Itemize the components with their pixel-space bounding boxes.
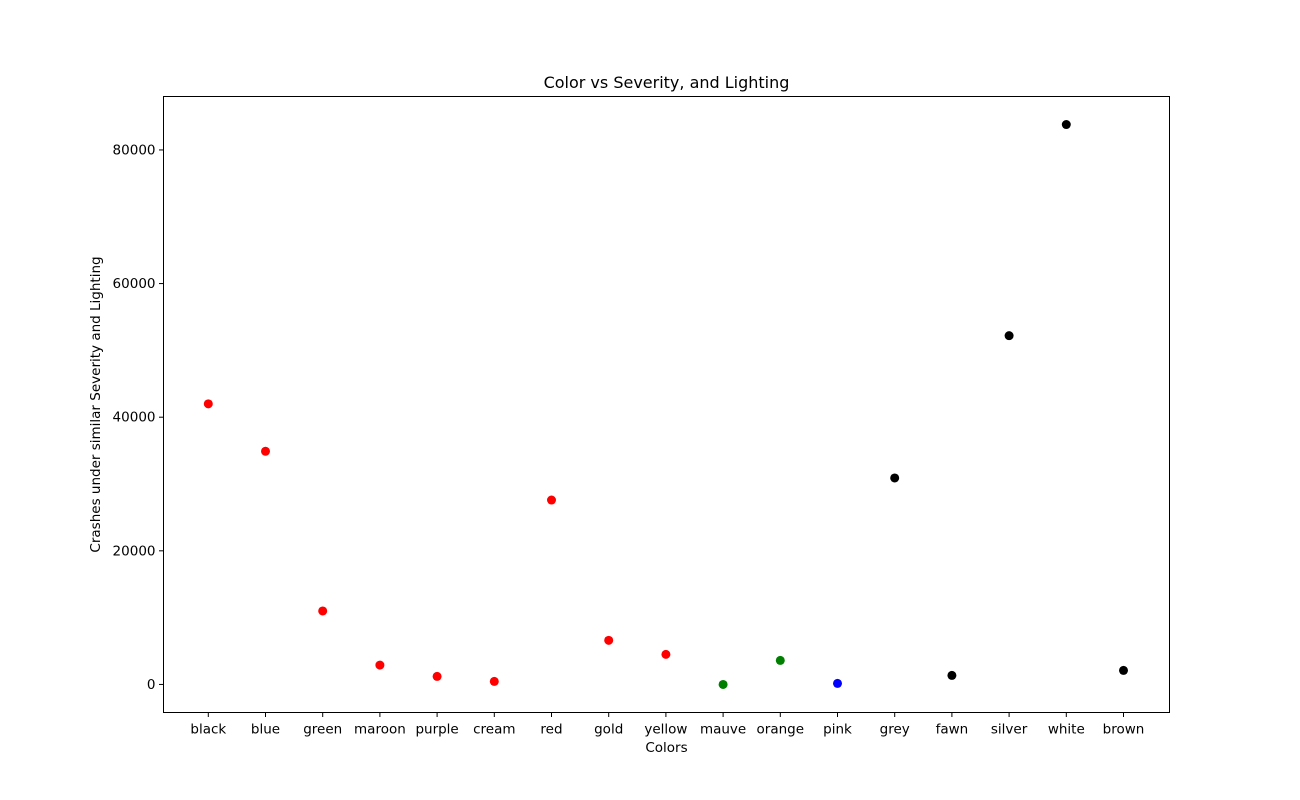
- x-tick-label: pink: [823, 722, 852, 738]
- y-tick-label: 60000: [113, 276, 156, 292]
- x-tick-label: maroon: [354, 722, 406, 738]
- data-point-orange: [775, 655, 785, 665]
- data-point-silver: [1004, 331, 1014, 341]
- data-point-fawn: [947, 670, 957, 680]
- data-point-blue: [261, 446, 270, 456]
- data-point-black: [203, 399, 213, 409]
- data-point-gold: [604, 635, 614, 645]
- x-tick-label: purple: [415, 722, 458, 738]
- data-point-mauve: [718, 679, 728, 689]
- data-point-brown: [1119, 665, 1128, 675]
- x-tick-label: black: [190, 722, 226, 738]
- x-tick-label: blue: [251, 722, 280, 738]
- data-point-red: [547, 495, 556, 505]
- x-tick-label: brown: [1103, 722, 1145, 738]
- chart-title: Color vs Severity, and Lighting: [544, 73, 790, 92]
- x-axis-label: Colors: [645, 740, 687, 756]
- y-axis-label: Crashes under similar Severity and Light…: [88, 256, 104, 552]
- x-tick-label: green: [303, 722, 342, 738]
- x-tick-label: orange: [757, 722, 805, 738]
- x-tick-label: grey: [880, 722, 910, 738]
- data-point-cream: [489, 676, 499, 686]
- x-tick-label: yellow: [644, 722, 687, 738]
- x-tick-label: fawn: [936, 722, 969, 738]
- data-point-yellow: [661, 649, 671, 659]
- data-point-maroon: [375, 660, 385, 670]
- plot-area-frame: [163, 96, 1170, 713]
- data-point-white: [1061, 120, 1071, 130]
- x-tick-label: white: [1048, 722, 1085, 738]
- data-point-purple: [432, 671, 442, 681]
- x-tick-label: red: [540, 722, 562, 738]
- y-tick-label: 20000: [113, 543, 156, 559]
- y-tick-label: 80000: [113, 142, 156, 158]
- x-tick-label: gold: [594, 722, 623, 738]
- x-tick-label: cream: [473, 722, 515, 738]
- data-points: [203, 120, 1128, 689]
- data-point-grey: [890, 473, 900, 483]
- y-axis: 0 20000 40000 60000 80000: [113, 142, 164, 693]
- data-point-pink: [833, 678, 842, 688]
- x-tick-label: mauve: [700, 722, 746, 738]
- x-axis: black blue green maroon purple cream red gold ye…: [190, 712, 1145, 738]
- y-tick-label: 0: [147, 677, 156, 693]
- data-point-green: [318, 606, 328, 616]
- x-tick-label: silver: [991, 722, 1028, 738]
- y-tick-label: 40000: [113, 410, 156, 426]
